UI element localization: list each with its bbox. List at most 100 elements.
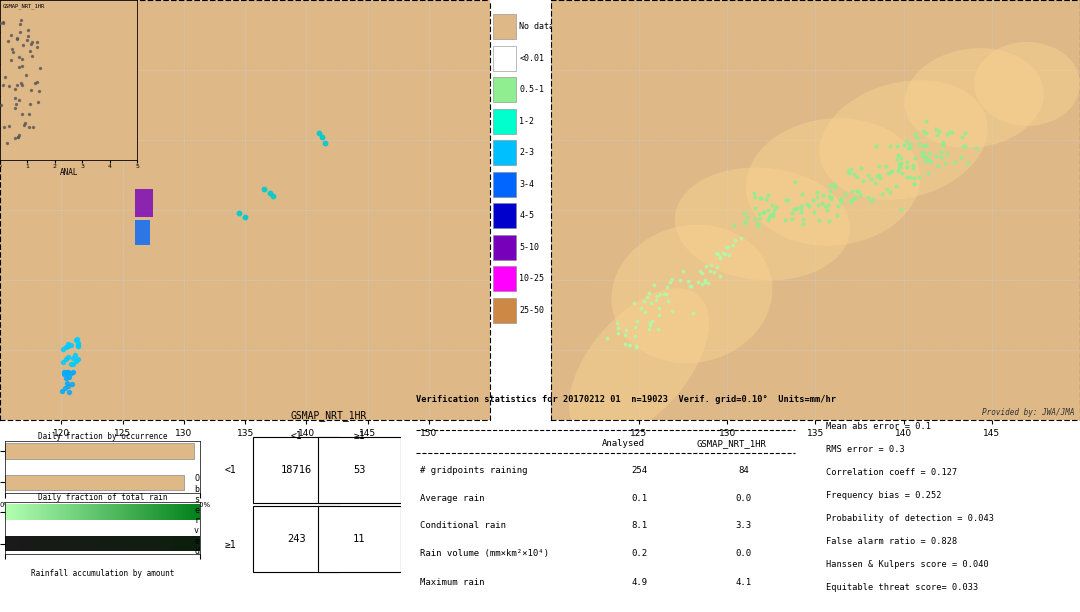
Point [644, 316, 661, 326]
Point [900, 143, 917, 153]
Point [848, 172, 865, 182]
Point [650, 310, 667, 319]
Point [649, 291, 666, 301]
Point [936, 158, 954, 168]
Point [681, 281, 699, 291]
Text: GSMAP_NRT_1HR: GSMAP_NRT_1HR [291, 410, 367, 421]
Point [752, 214, 769, 223]
Point [820, 192, 837, 201]
Point [608, 318, 625, 327]
Point [901, 172, 918, 182]
Bar [318, 438, 401, 503]
Point [765, 209, 782, 219]
Point [759, 215, 777, 225]
Point [719, 242, 737, 252]
Point [778, 195, 795, 205]
Text: 3.3: 3.3 [735, 521, 752, 531]
Text: 4.9: 4.9 [632, 578, 648, 588]
Point [810, 200, 827, 210]
Point [859, 193, 876, 203]
Point [757, 194, 774, 204]
Point [786, 204, 804, 214]
Point [822, 186, 839, 196]
Point [63, 340, 80, 350]
Point [859, 171, 876, 181]
Point [927, 124, 944, 133]
Point [69, 338, 86, 348]
Point [756, 207, 773, 217]
Point [878, 161, 895, 171]
Point [906, 179, 923, 188]
Text: Equitable threat score= 0.033: Equitable threat score= 0.033 [826, 583, 978, 592]
Point [707, 248, 725, 258]
Point [663, 274, 680, 284]
Bar [494, 46, 516, 71]
Point [842, 197, 860, 207]
Text: 0.0: 0.0 [735, 549, 752, 558]
Point [310, 128, 327, 138]
Point [805, 207, 822, 217]
Text: 25-50: 25-50 [519, 306, 544, 315]
Point [902, 139, 919, 149]
Point [934, 140, 951, 149]
Point [921, 149, 939, 159]
Point [905, 179, 922, 189]
Point [937, 149, 955, 159]
Point [746, 203, 764, 213]
Point [829, 201, 847, 211]
Text: Average rain: Average rain [420, 494, 484, 503]
Point [759, 190, 777, 200]
Point [870, 161, 888, 171]
Point [915, 151, 932, 161]
Point [793, 207, 810, 217]
Point [598, 334, 616, 343]
Text: ≥1: ≥1 [225, 540, 237, 550]
Point [932, 152, 949, 162]
Point [739, 212, 756, 222]
Point [230, 208, 247, 218]
Point [626, 331, 644, 341]
Point [261, 188, 279, 198]
Bar [494, 203, 516, 228]
Point [808, 187, 825, 196]
Point [616, 330, 633, 340]
Text: <0.01: <0.01 [519, 54, 544, 63]
Point [892, 162, 909, 171]
Point [820, 200, 837, 210]
Point [265, 191, 282, 201]
Point [953, 152, 970, 162]
Point [821, 217, 838, 226]
Text: Mean abs error = 0.1: Mean abs error = 0.1 [826, 422, 931, 431]
Point [910, 140, 928, 149]
Point [783, 209, 800, 218]
Point [55, 357, 72, 367]
Text: Probability of detection = 0.043: Probability of detection = 0.043 [826, 514, 995, 523]
Point [57, 373, 75, 383]
Point [700, 278, 717, 288]
Point [647, 295, 664, 305]
Point [851, 187, 868, 197]
Point [672, 275, 689, 285]
Point [881, 166, 899, 176]
Text: 84: 84 [738, 466, 748, 476]
Point [892, 153, 909, 163]
Point [65, 359, 82, 368]
Point [785, 204, 802, 214]
Text: RMS error = 0.3: RMS error = 0.3 [826, 446, 905, 454]
Ellipse shape [569, 288, 708, 439]
Point [842, 165, 860, 174]
Text: False alarm ratio = 0.828: False alarm ratio = 0.828 [826, 537, 958, 546]
Point [57, 354, 75, 364]
Text: <1: <1 [225, 465, 237, 476]
Point [735, 207, 753, 217]
Text: 0.0: 0.0 [735, 494, 752, 503]
Point [761, 210, 779, 220]
Point [693, 278, 711, 288]
Point [633, 303, 650, 313]
Point [716, 249, 733, 259]
Point [651, 304, 669, 313]
Point [625, 299, 643, 308]
Point [617, 339, 634, 349]
Point [822, 181, 839, 190]
Point [627, 341, 645, 351]
